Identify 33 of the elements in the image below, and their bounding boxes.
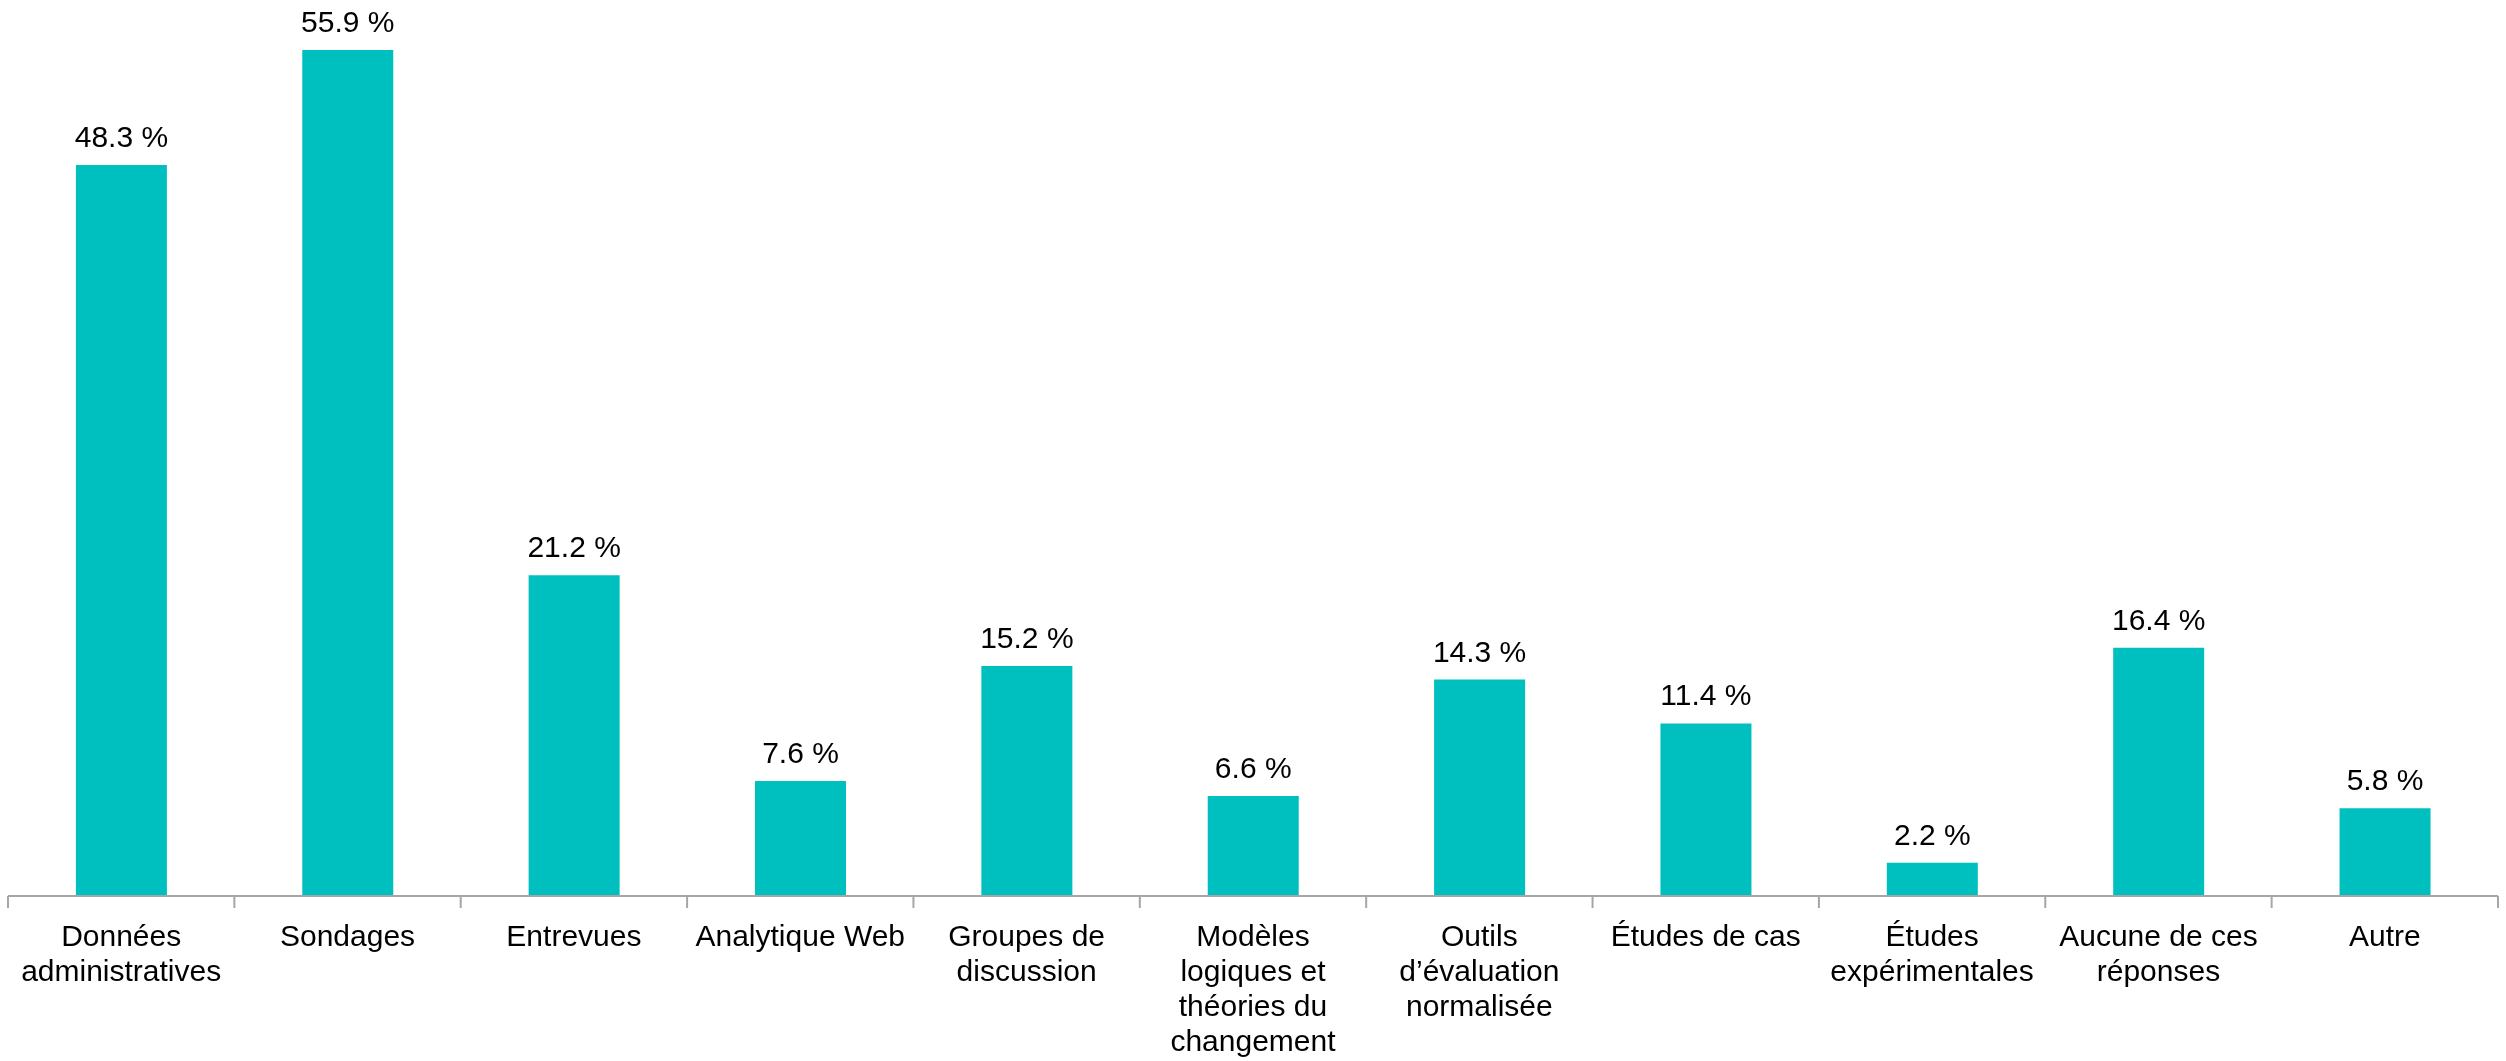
data-label: 11.4 % <box>1660 678 1752 712</box>
x-tick-label: Groupes de discussion <box>948 919 1106 987</box>
x-tick-label: Outils d’évaluation normalisée <box>1399 919 1560 1022</box>
data-label: 15.2 % <box>980 620 1074 654</box>
bar <box>2339 808 2431 896</box>
data-label: 55.9 % <box>301 5 395 38</box>
data-label: 21.2 % <box>527 530 621 564</box>
x-tick-label: Données administratives <box>21 919 222 987</box>
x-tick-label: Études de cas <box>1610 919 1801 952</box>
x-tick-label: Aucune de ces réponses <box>2059 919 2258 987</box>
x-tick-label: Entrevues <box>506 919 642 952</box>
x-tick-label: Études expérimentales <box>1830 919 2034 987</box>
bar <box>1886 862 1978 896</box>
data-label: 2.2 % <box>1893 817 1971 851</box>
x-tick-label: Autre <box>2348 919 2421 952</box>
bar <box>528 575 620 896</box>
bar <box>755 780 846 896</box>
bar <box>1207 796 1299 896</box>
bar <box>75 165 167 896</box>
data-label: 14.3 % <box>1432 634 1527 668</box>
data-label: 48.3 % <box>74 120 169 154</box>
data-label: 6.6 % <box>1214 751 1292 785</box>
bar <box>1434 679 1526 896</box>
x-tick-label: Modèles logiques et théories du changement <box>1170 919 1337 1057</box>
bar <box>1660 723 1752 896</box>
data-label: 5.8 % <box>2346 763 2424 797</box>
data-label: 7.6 % <box>762 735 839 769</box>
data-label: 16.4 % <box>2111 602 2206 636</box>
bar <box>302 50 394 896</box>
x-tick-label: Sondages <box>279 919 416 952</box>
bar <box>2113 647 2205 896</box>
bar <box>981 665 1073 896</box>
x-tick-label: Analytique Web <box>695 919 906 952</box>
